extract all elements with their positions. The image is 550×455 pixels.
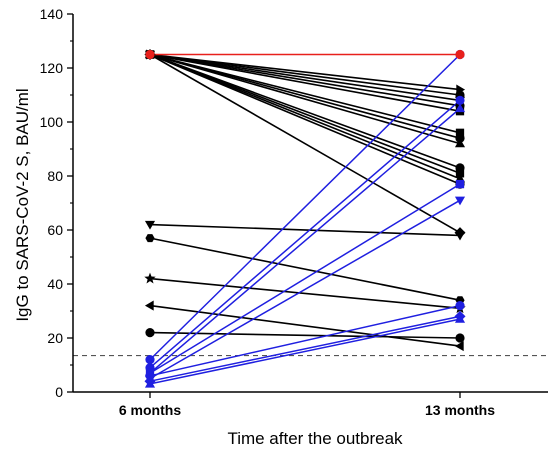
series-point-14-b <box>454 231 466 241</box>
series-point-15-a <box>145 234 155 243</box>
series-line-19 <box>149 53 461 361</box>
series-point-0-a <box>145 49 155 60</box>
series-line-4 <box>149 53 461 107</box>
y-tick-label: 60 <box>47 222 63 238</box>
y-axis-title: IgG to SARS-CoV-2 S, BAU/ml <box>13 88 32 321</box>
series-line-17 <box>149 304 461 347</box>
series-line-7 <box>149 53 461 139</box>
series-point-24-b <box>455 301 465 311</box>
series-point-23-b <box>454 196 466 206</box>
y-tick-label: 40 <box>47 276 63 292</box>
series-line-16 <box>149 277 461 310</box>
series-line-13 <box>149 53 461 234</box>
y-tick-label: 20 <box>47 330 63 346</box>
series-point-21-b <box>454 103 466 113</box>
x-tick-label: 6 months <box>119 402 181 418</box>
x-axis-title: Time after the outbreak <box>227 429 403 448</box>
series-line-2 <box>149 53 461 96</box>
series-line-22 <box>149 183 461 374</box>
series-line-12 <box>149 53 461 185</box>
series-line-18 <box>149 331 461 339</box>
axis-labels: 0 20 40 60 80 100 120 140 6 months 13 months <box>40 6 496 418</box>
series-point-26-a <box>144 378 156 388</box>
series-line-1 <box>149 53 461 91</box>
series-line-25 <box>149 315 461 382</box>
series-lines <box>149 53 461 385</box>
series-markers <box>144 48 466 388</box>
series-point-22-b <box>455 179 465 189</box>
y-tick-label: 0 <box>55 384 63 400</box>
x-tick-label: 13 months <box>425 402 495 418</box>
series-line-5 <box>149 53 461 112</box>
series-line-15 <box>149 237 461 301</box>
series-line-24 <box>149 304 461 377</box>
series-line-8 <box>149 53 461 145</box>
series-line-6 <box>149 53 461 134</box>
series-point-14-a <box>144 220 156 230</box>
series-point-19-a <box>145 355 155 365</box>
series-line-9 <box>149 53 461 169</box>
y-tick-label: 100 <box>40 114 64 130</box>
y-tick-label: 120 <box>40 60 64 76</box>
series-point-18-a <box>145 328 155 338</box>
series-point-18-b <box>455 333 465 343</box>
series-line-3 <box>149 53 461 102</box>
axes <box>67 13 548 398</box>
series-point-10-b <box>455 169 465 178</box>
series-point-8-b <box>454 138 466 148</box>
series-point-26-b <box>454 314 466 323</box>
series-point-6-b <box>455 128 465 137</box>
series-line-11 <box>149 53 461 180</box>
series-line-21 <box>149 107 461 374</box>
series-point-20-b <box>455 95 465 105</box>
y-tick-label: 140 <box>40 6 64 22</box>
series-line-23 <box>149 199 461 380</box>
series-point-7-b <box>455 133 465 143</box>
series-line-26 <box>149 318 461 385</box>
series-line-20 <box>149 99 461 369</box>
series-point-0-b <box>455 49 465 60</box>
series-point-17-b <box>454 341 464 352</box>
series-point-16-a <box>144 272 156 284</box>
y-tick-label: 80 <box>47 168 63 184</box>
series-point-17-a <box>144 300 154 311</box>
series-line-14 <box>149 223 461 237</box>
